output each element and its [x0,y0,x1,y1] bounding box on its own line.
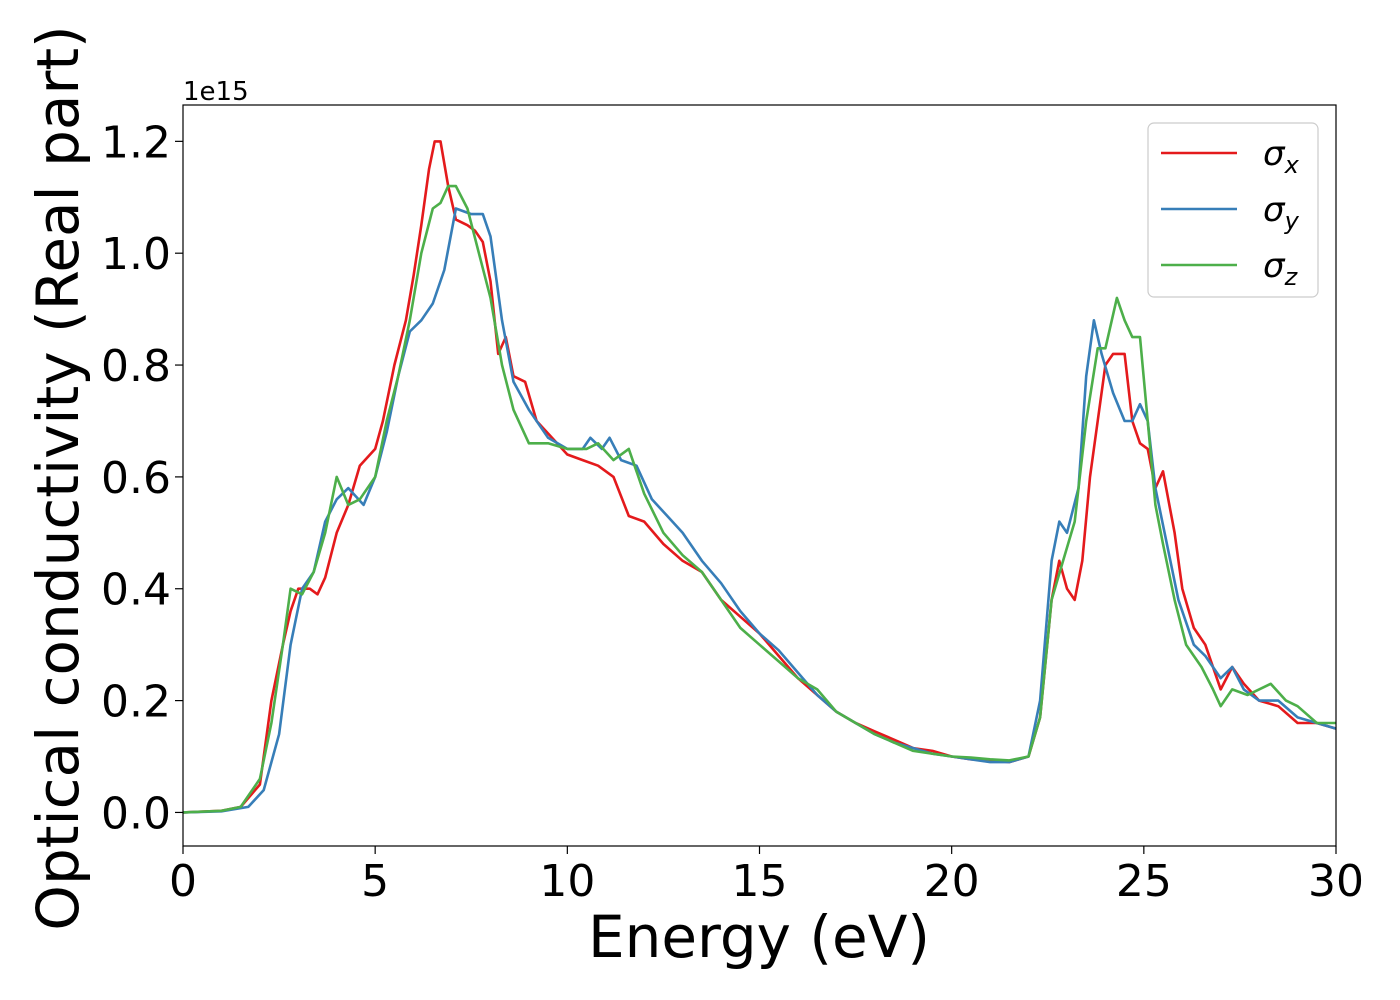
x-tick-label: 20 [924,856,980,907]
y-tick-label: 1.2 [101,117,171,168]
x-axis: 0 5 10 15 20 25 30 [169,846,1364,907]
x-tick-label: 25 [1116,856,1172,907]
legend-label-x: σx [1263,134,1300,179]
series-layer [183,140,1336,814]
y-tick-label: 0.4 [101,565,171,616]
x-tick-label: 30 [1308,856,1364,907]
legend-label-z: σz [1263,246,1299,291]
series-line-z [183,184,1336,814]
y-tick-label: 1.0 [101,229,171,280]
x-tick-label: 10 [539,856,595,907]
y-axis-label: Optical conductivity (Real part) [24,25,92,930]
x-tick-label: 0 [169,856,197,907]
x-axis-label: Energy (eV) [588,903,930,971]
y-tick-label: 0.6 [101,453,171,504]
y-axis: 0.0 0.2 0.4 0.6 0.8 1.0 1.2 [101,117,183,839]
y-tick-label: 0.8 [101,341,171,392]
y-tick-label: 0.0 [101,788,171,839]
series-line-y [183,207,1336,814]
x-tick-label: 15 [732,856,788,907]
legend: σx σy σz [1147,122,1319,298]
x-tick-label: 5 [361,856,389,907]
legend-label-y: σy [1263,190,1300,235]
y-tick-label: 0.2 [101,677,171,728]
y-offset-label: 1e15 [183,77,249,107]
